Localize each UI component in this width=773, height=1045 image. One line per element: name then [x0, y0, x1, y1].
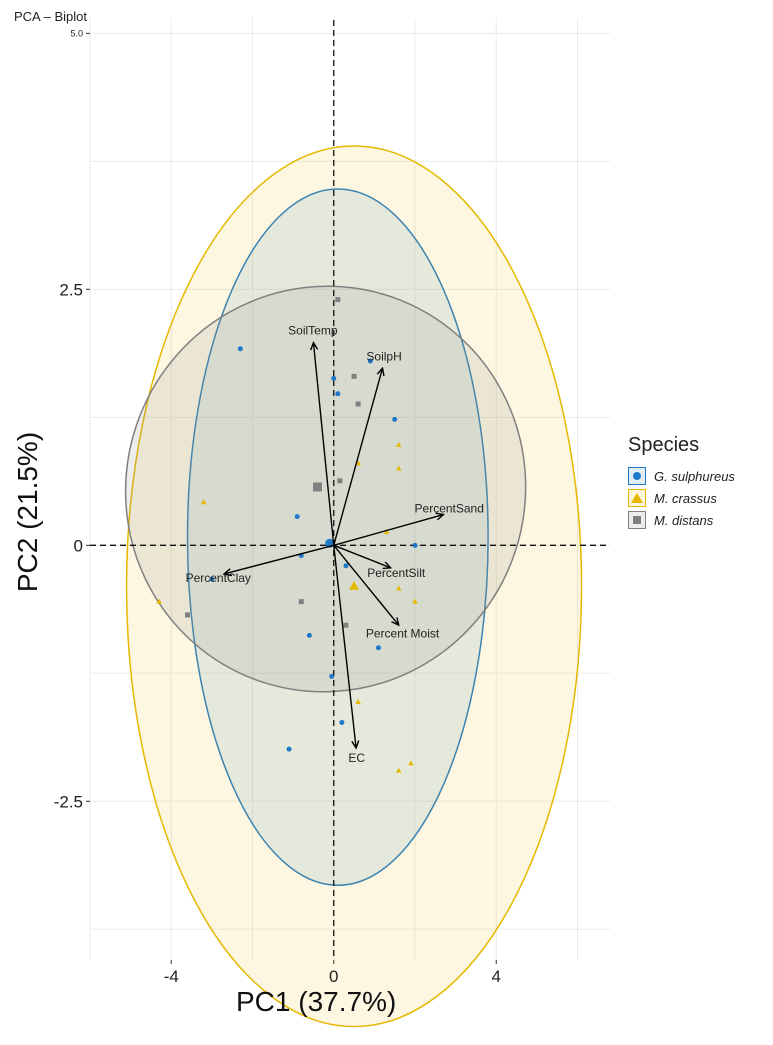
- loading-label-ec: EC: [348, 751, 365, 765]
- point-m-crassus: [156, 598, 162, 604]
- loading-arrow-soilph: [333, 367, 384, 546]
- arrow-head-percentclay: [222, 568, 233, 577]
- point-g-sulphureus: [339, 719, 345, 725]
- legend-title: Species: [628, 434, 700, 456]
- point-g-sulphureus: [286, 746, 292, 752]
- point-m-distans: [355, 401, 361, 407]
- ellipse-m-distans: [124, 285, 527, 693]
- grid-lines: [89, 18, 610, 960]
- loading-arrow-percentsilt: [333, 544, 391, 569]
- x-tick-label: 0: [329, 967, 338, 986]
- reference-lines: [90, 20, 610, 960]
- point-g-sulphureus: [335, 391, 341, 397]
- mean-point-m-crassus: [349, 580, 360, 590]
- point-m-distans: [337, 478, 343, 484]
- legend-label: G. sulphureus: [654, 468, 735, 484]
- loading-label-soilph: SoilpH: [366, 349, 401, 363]
- y-tick-label: 5.0: [70, 28, 83, 38]
- point-m-crassus: [396, 465, 402, 471]
- loading-label-percentsilt: PercentSilt: [367, 566, 426, 580]
- arrow-head-soiltemp: [310, 340, 319, 351]
- x-tick-label: 4: [492, 967, 501, 986]
- triangle-icon: [628, 489, 646, 507]
- legend-label: M. distans: [654, 512, 714, 528]
- point-g-sulphureus: [329, 673, 335, 679]
- x-tick-label: -4: [164, 967, 179, 986]
- arrow-head-soilph: [376, 366, 385, 377]
- arrow-head-percent-moist: [391, 617, 400, 627]
- point-m-crassus: [201, 499, 207, 505]
- legend-item-g-sulphureus: G. sulphureus: [628, 465, 735, 487]
- axis-ticks: -4 0 4 -2.5 0 2.5 5.0: [54, 28, 501, 986]
- point-g-sulphureus: [343, 563, 349, 569]
- ellipse-g-sulphureus: [186, 188, 489, 887]
- arrow-head-ec: [351, 740, 360, 750]
- point-m-distans: [298, 599, 304, 605]
- point-m-distans: [185, 612, 190, 618]
- point-g-sulphureus: [331, 375, 337, 381]
- chart-title: PCA – Biplot: [14, 9, 87, 24]
- y-tick-label: 0: [74, 536, 83, 555]
- point-g-sulphureus: [412, 542, 418, 548]
- point-m-crassus: [408, 760, 414, 766]
- point-m-crassus: [355, 698, 361, 704]
- x-axis-label: PC1 (37.7%): [236, 986, 397, 1017]
- circle-icon: [628, 467, 646, 485]
- y-axis-label: PC2 (21.5%): [12, 431, 43, 593]
- data-points: [156, 297, 418, 773]
- loading-label-percentclay: PercentClay: [186, 571, 251, 585]
- confidence-ellipses: [124, 145, 583, 1028]
- loading-arrow-percent-moist: [333, 544, 400, 626]
- point-m-crassus: [396, 441, 402, 447]
- point-m-distans: [351, 373, 357, 379]
- point-m-crassus: [383, 529, 390, 535]
- arrow-head-percentsilt: [382, 561, 393, 570]
- legend-item-m-distans: M. distans: [628, 509, 735, 531]
- point-m-crassus: [412, 598, 418, 604]
- point-g-sulphureus: [237, 346, 243, 352]
- y-tick-label: 2.5: [59, 280, 83, 299]
- loading-arrow-ec: [333, 545, 357, 749]
- square-icon: [628, 511, 646, 529]
- legend: Species G. sulphureus M. crassus M. dist…: [628, 434, 735, 531]
- loading-label-percent-moist: Percent Moist: [366, 626, 440, 640]
- point-g-sulphureus: [306, 632, 312, 638]
- loading-label-soiltemp: SoilTemp: [288, 324, 338, 338]
- point-g-sulphureus: [375, 645, 381, 651]
- legend-label: M. crassus: [654, 490, 717, 506]
- loading-arrows: SoilTemp SoilpH PercentSand PercentClay Perc…: [186, 324, 484, 765]
- loading-label-percentsand: PercentSand: [415, 501, 484, 515]
- arrow-head-percentsand: [435, 512, 445, 521]
- point-m-crassus: [396, 767, 402, 773]
- point-g-sulphureus: [367, 358, 373, 364]
- loading-arrow-percentclay: [223, 544, 334, 575]
- point-m-distans: [335, 297, 341, 303]
- mean-point-m-distans: [313, 482, 322, 492]
- point-g-sulphureus: [294, 514, 300, 520]
- y-tick-label: -2.5: [54, 792, 83, 811]
- point-g-sulphureus: [209, 576, 215, 582]
- legend-item-m-crassus: M. crassus: [628, 487, 735, 509]
- point-g-sulphureus: [392, 416, 398, 422]
- loading-arrow-soiltemp: [312, 342, 335, 546]
- point-m-distans: [343, 622, 349, 628]
- point-m-crassus: [396, 585, 402, 591]
- loading-arrow-percentsand: [333, 513, 444, 546]
